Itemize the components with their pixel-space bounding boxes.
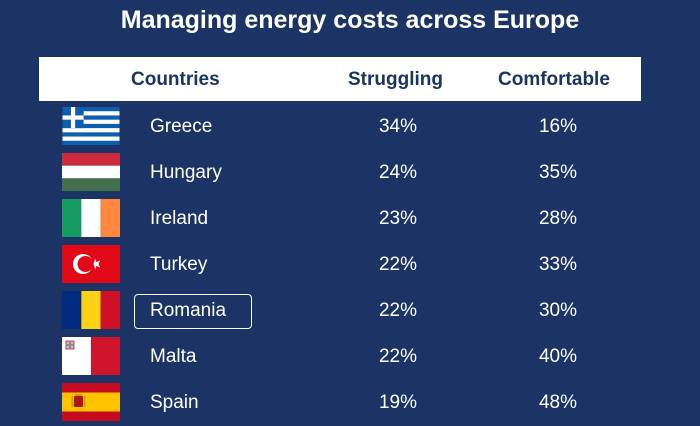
table-row-turkey: Turkey 22% 33% xyxy=(0,242,700,288)
struggling-value: 22% xyxy=(378,300,418,321)
highlight-box xyxy=(134,294,252,329)
country-name: Romania xyxy=(150,300,227,321)
romania-flag-icon xyxy=(62,291,120,329)
comfortable-value: 48% xyxy=(538,392,578,413)
table-header: Countries Struggling Comfortable xyxy=(39,57,641,101)
table-row-hungary: Hungary 24% 35% xyxy=(0,150,700,196)
turkey-flag-icon xyxy=(62,245,120,283)
comfortable-value: 35% xyxy=(538,162,578,183)
column-header-struggling: Struggling xyxy=(348,69,443,90)
comfortable-value: 16% xyxy=(538,116,578,137)
comfortable-value: 28% xyxy=(538,208,578,229)
table-row-malta: Malta 22% 40% xyxy=(0,334,700,380)
hungary-flag-icon xyxy=(62,153,120,191)
table-row-spain: Spain 19% 48% xyxy=(0,380,700,426)
column-header-countries: Countries xyxy=(131,69,220,90)
country-name: Greece xyxy=(150,116,213,137)
greece-flag-icon xyxy=(62,107,120,145)
country-name: Hungary xyxy=(150,162,222,183)
column-header-comfortable: Comfortable xyxy=(498,69,610,90)
struggling-value: 22% xyxy=(378,346,418,367)
comfortable-value: 33% xyxy=(538,254,578,275)
malta-flag-icon xyxy=(62,337,120,375)
country-name: Malta xyxy=(150,346,197,367)
table-row-greece: Greece 34% 16% xyxy=(0,104,700,150)
country-name: Spain xyxy=(150,392,199,413)
table-row-romania: Romania 22% 30% xyxy=(0,288,700,334)
struggling-value: 24% xyxy=(378,162,418,183)
struggling-value: 23% xyxy=(378,208,418,229)
spain-flag-icon xyxy=(62,383,120,421)
comfortable-value: 40% xyxy=(538,346,578,367)
comfortable-value: 30% xyxy=(538,300,578,321)
table-row-ireland: Ireland 23% 28% xyxy=(0,196,700,242)
country-name: Turkey xyxy=(150,254,208,275)
chart-title: Managing energy costs across Europe xyxy=(120,6,580,34)
struggling-value: 34% xyxy=(378,116,418,137)
country-name: Ireland xyxy=(150,208,209,229)
ireland-flag-icon xyxy=(62,199,120,237)
struggling-value: 19% xyxy=(378,392,418,413)
struggling-value: 22% xyxy=(378,254,418,275)
